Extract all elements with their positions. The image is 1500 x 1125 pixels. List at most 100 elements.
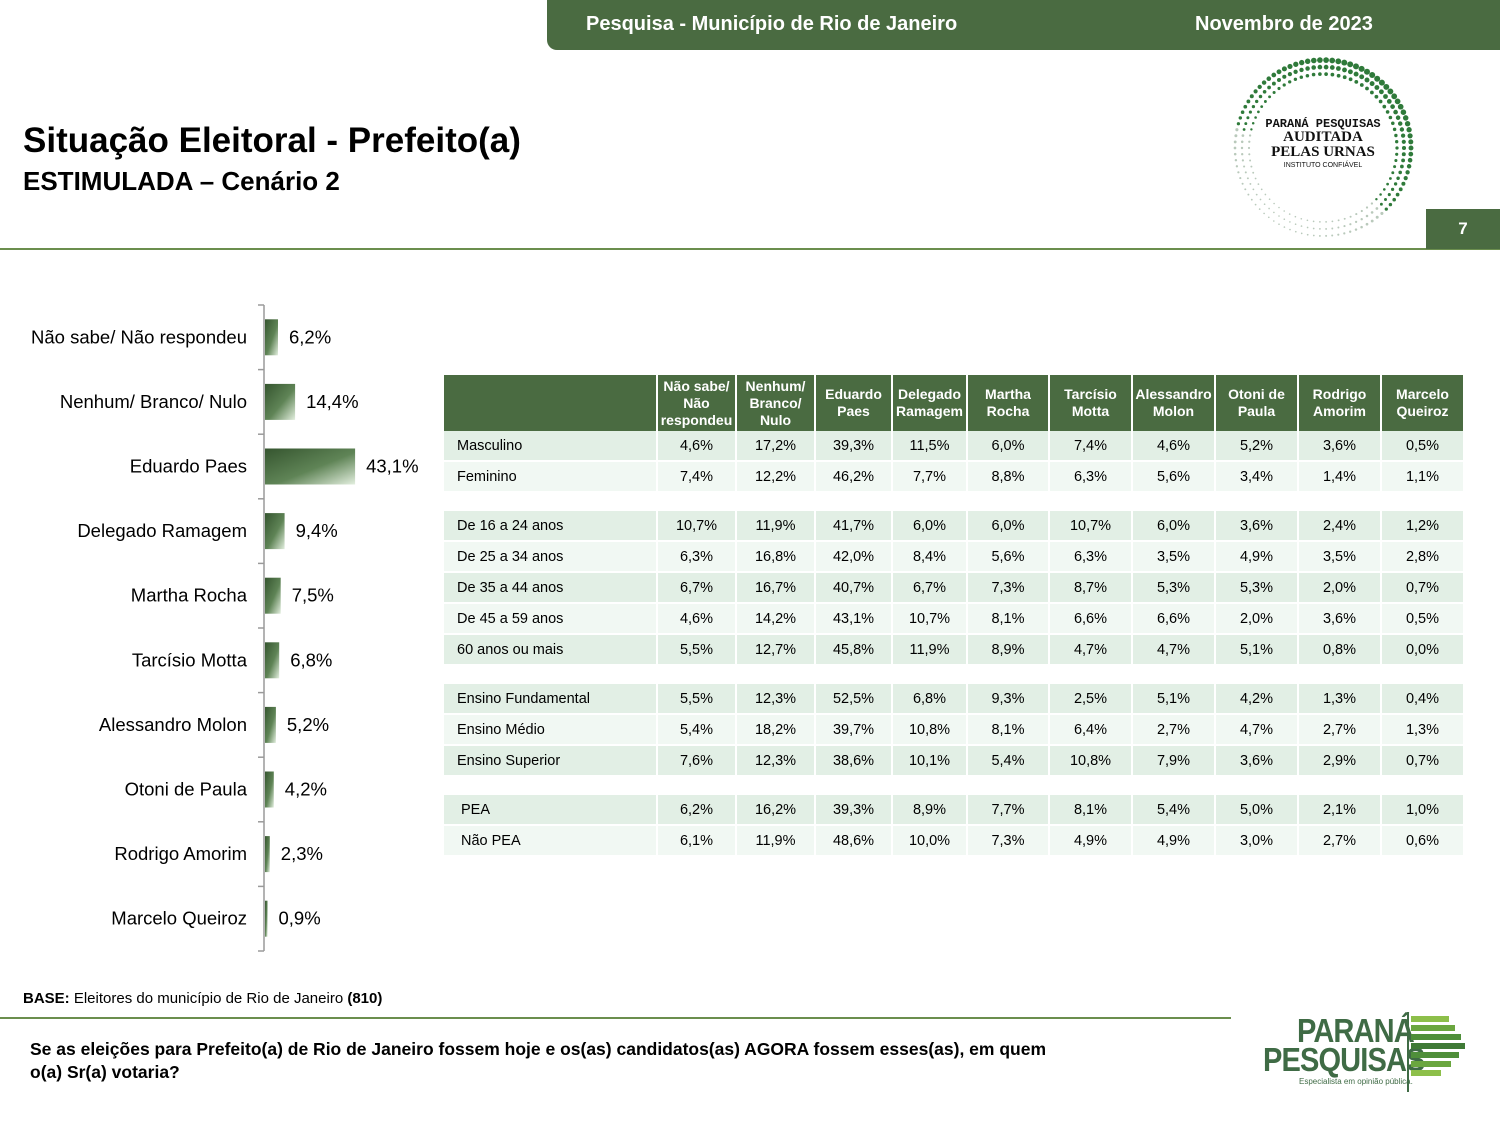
seal-dot [1244, 171, 1247, 174]
seal-dot [1359, 74, 1365, 80]
seal-dot [1407, 133, 1413, 139]
column-header: Nenhum/ Branco/ Nulo [737, 375, 814, 431]
table-cell: 3,4% [1216, 462, 1297, 493]
seal-dot [1241, 182, 1244, 185]
seal-dot [1260, 188, 1263, 191]
seal-line-4: INSTITUTO CONFIÁVEL [1284, 160, 1363, 169]
seal-dot [1247, 193, 1250, 196]
seal-dot [1347, 69, 1353, 75]
row-label: De 45 a 59 anos [444, 604, 656, 635]
table-cell: 11,9% [737, 511, 814, 542]
seal-dot [1262, 89, 1267, 94]
value-label: 9,4% [296, 520, 338, 541]
seal-dot [1349, 215, 1352, 218]
seal-dot [1235, 165, 1239, 168]
table-cell: 7,7% [893, 462, 966, 493]
seal-dot [1311, 57, 1317, 64]
table-row: De 16 a 24 anos 10,7% 11,9% 41,7% 6,0% 6,0% 10… [444, 511, 1463, 542]
table-row: Ensino Fundamental 5,5% 12,3% 52,5% 6,8% 9,3%… [444, 684, 1463, 715]
seal-dot [1370, 90, 1374, 95]
brand-line-2: PESQUISAS [1263, 1041, 1425, 1078]
table-cell: 3,5% [1299, 542, 1380, 573]
seal-dot [1305, 66, 1310, 71]
table-cell: 11,9% [893, 635, 966, 666]
seal-dot [1343, 225, 1346, 228]
table-cell: 2,0% [1299, 573, 1380, 604]
base-text: Eleitores do município de Rio de Janeiro [69, 990, 348, 1007]
seal-dot [1388, 115, 1393, 120]
table-cell: 10,7% [658, 511, 735, 542]
seal-dot [1395, 140, 1399, 144]
table-cell: 8,8% [968, 462, 1048, 493]
table-cell: 5,3% [1216, 573, 1297, 604]
seal-dot [1254, 116, 1257, 119]
seal-dot [1273, 211, 1275, 214]
seal-dot [1343, 232, 1346, 235]
table-row: Feminino 7,4% 12,2% 46,2% 7,7% 8,8% 6,3% 5,6% 3,… [444, 462, 1463, 493]
table-cell: 1,4% [1299, 462, 1380, 493]
table-cell: 1,2% [1382, 511, 1463, 542]
seal-dot [1387, 193, 1391, 197]
seal-dot [1312, 227, 1315, 230]
seal-dot [1374, 94, 1379, 99]
seal-dot [1349, 223, 1352, 226]
table-cell: 0,5% [1382, 604, 1463, 635]
table-cell: 14,2% [737, 604, 814, 635]
seal-dot [1364, 68, 1370, 75]
table-cell: 4,7% [1133, 635, 1214, 666]
seal-dot [1299, 59, 1305, 66]
table-cell: 11,5% [893, 431, 966, 462]
table-cell: 5,1% [1216, 635, 1297, 666]
seal-dot [1267, 85, 1271, 90]
seal-dot [1347, 61, 1354, 68]
table-cell: 39,3% [816, 431, 891, 462]
bar [265, 900, 268, 937]
seal-dot [1233, 140, 1237, 144]
seal-dot [1401, 181, 1406, 186]
table-cell: 0,8% [1299, 635, 1380, 666]
bar [265, 448, 356, 485]
value-label: 4,2% [285, 779, 327, 800]
seal-dot [1354, 220, 1358, 224]
seal-dot [1288, 80, 1292, 84]
seal-dot [1392, 197, 1396, 202]
table-row: PEA 6,2% 16,2% 39,3% 8,9% 7,7% 8,1% 5,4% 5,0% 2,1… [444, 795, 1463, 826]
seal-dot [1408, 145, 1414, 151]
seal-dot [1248, 110, 1252, 114]
seal-dot [1273, 202, 1275, 205]
table-cell: 7,6% [658, 746, 735, 777]
table-cell: 2,9% [1299, 746, 1380, 777]
row-label: Ensino Médio [444, 715, 656, 746]
table-cell: 48,6% [816, 826, 891, 857]
table-cell: 7,3% [968, 826, 1048, 857]
table-cell: 8,1% [1050, 795, 1131, 826]
seal-dot [1354, 228, 1358, 231]
table-cell: 6,2% [658, 795, 735, 826]
seal-dot [1394, 98, 1401, 105]
seal-dot [1365, 214, 1369, 218]
seal-dot [1337, 226, 1340, 229]
vote-intention-bar-chart: Não sabe/ Não respondeu 6,2% Nenhum/ Branc… [31, 304, 419, 952]
seal-line-1: PARANÁ PESQUISAS [1265, 116, 1380, 131]
seal-dot [1233, 146, 1237, 150]
seal-dot [1294, 223, 1297, 226]
seal-dot [1246, 177, 1249, 180]
table-cell: 12,3% [737, 684, 814, 715]
table-cell: 4,9% [1216, 542, 1297, 573]
seal-dot [1383, 94, 1388, 99]
table-cell: 52,5% [816, 684, 891, 715]
table-cell: 7,3% [968, 573, 1048, 604]
seal-dot [1242, 128, 1246, 131]
seal-dot [1395, 146, 1399, 150]
seal-dot [1289, 228, 1291, 231]
table-cell: 6,0% [1133, 511, 1214, 542]
value-label: 0,9% [279, 908, 321, 929]
row-label: Feminino [444, 462, 656, 493]
seal-dot [1283, 210, 1285, 212]
table-cell: 5,5% [658, 635, 735, 666]
category-label: Eduardo Paes [130, 456, 247, 477]
table-cell: 45,8% [816, 635, 891, 666]
table-row: Masculino 4,6% 17,2% 39,3% 11,5% 6,0% 7,4% 4,6%… [444, 431, 1463, 462]
survey-date: Novembro de 2023 [1195, 13, 1373, 35]
seal-dot [1390, 187, 1395, 192]
